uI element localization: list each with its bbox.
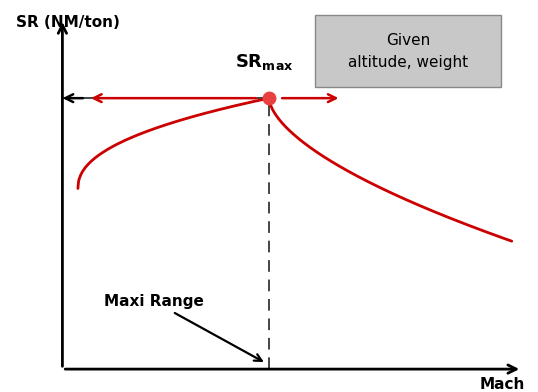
Text: Given
altitude, weight: Given altitude, weight xyxy=(349,33,469,70)
Text: SR (NM/ton): SR (NM/ton) xyxy=(16,15,120,30)
Text: Maxi Range: Maxi Range xyxy=(104,294,262,361)
Text: $\mathbf{SR_{max}}$: $\mathbf{SR_{max}}$ xyxy=(235,52,293,72)
Text: Mach: Mach xyxy=(479,377,525,392)
FancyBboxPatch shape xyxy=(315,15,501,87)
